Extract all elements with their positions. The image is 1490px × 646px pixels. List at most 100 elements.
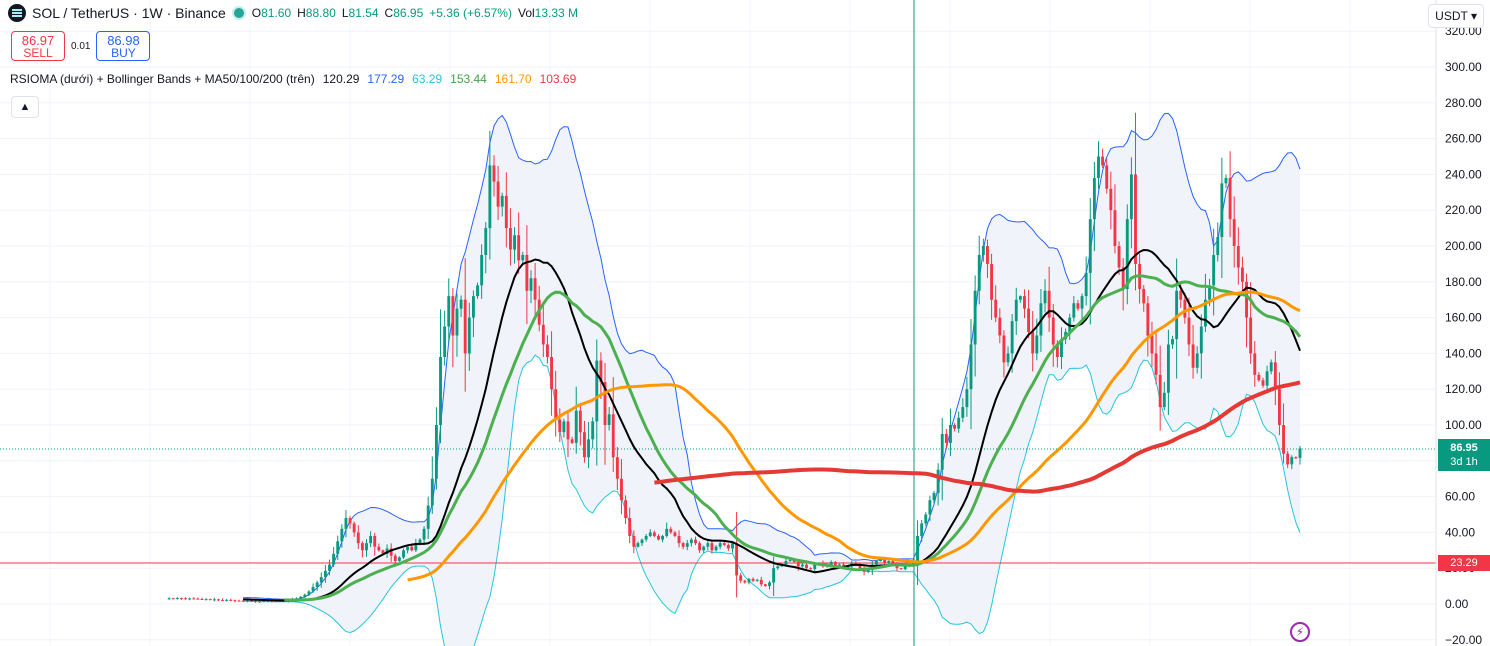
horizontal-line-value: 23.29 [1450, 557, 1478, 569]
candle-up [874, 561, 878, 565]
candle-down [1150, 335, 1154, 354]
candle-up [784, 561, 788, 565]
candle-up [829, 561, 833, 565]
bollinger-lower-line [243, 354, 1301, 646]
candle-down [1257, 374, 1261, 381]
candle-up [981, 246, 985, 255]
candle-down [895, 564, 899, 569]
chevron-down-icon: ▾ [1470, 9, 1477, 23]
candle-up [1216, 237, 1220, 255]
candle-up [1043, 290, 1047, 304]
candle-down [1253, 353, 1257, 375]
candle-down [533, 278, 537, 300]
candle-up [1220, 183, 1224, 238]
candle-up [973, 290, 977, 345]
candle-up [328, 564, 331, 571]
candle-up [471, 296, 475, 318]
candle-up [332, 553, 336, 565]
candle-up [204, 599, 208, 601]
candle-up [965, 389, 969, 408]
candle-down [360, 543, 364, 551]
indicator-legend[interactable]: RSIOMA (dưới) + Bollinger Bands + MA50/1… [10, 72, 576, 86]
candle-up [607, 414, 611, 425]
price-tick-label: −20.00 [1445, 633, 1482, 646]
chevron-up-icon: ▲ [19, 101, 31, 113]
candle-down [1002, 335, 1006, 363]
indicator-value: 161.70 [494, 72, 532, 86]
indicator-value: 153.44 [450, 72, 487, 86]
candle-up [640, 539, 644, 544]
candle-down [694, 539, 697, 544]
candle-down [1273, 362, 1277, 390]
candle-down [620, 478, 623, 501]
candle-up [1018, 296, 1022, 300]
candle-down [221, 600, 225, 602]
candle-down [550, 356, 553, 390]
candle-up [1212, 254, 1216, 286]
candle-up [406, 546, 410, 551]
candle-down [583, 432, 586, 458]
candle-down [669, 528, 673, 533]
candle-up [459, 299, 463, 309]
candle-up [1224, 177, 1228, 184]
currency-label: USDT [1435, 9, 1468, 23]
candle-down [352, 523, 356, 533]
buy-button[interactable]: 86.98 BUY [96, 31, 151, 61]
price-tick-label: 140.00 [1445, 346, 1482, 360]
price-tick-label: 100.00 [1445, 418, 1482, 432]
candle-up [443, 326, 447, 357]
candle-down [1134, 174, 1137, 264]
candle-up [961, 407, 965, 418]
price-tick-label: 200.00 [1445, 239, 1482, 253]
candle-up [422, 528, 426, 540]
bar-countdown: 3d 1h [1450, 456, 1478, 468]
candle-down [1117, 246, 1121, 268]
candle-down [348, 518, 352, 524]
candle-down [274, 601, 278, 603]
candle-down [377, 546, 381, 551]
candle-up [1125, 219, 1129, 289]
candle-up [311, 586, 315, 592]
candle-down [1187, 317, 1191, 345]
candle-up [685, 543, 689, 547]
price-tick-label: 240.00 [1445, 167, 1482, 181]
candle-up [1175, 290, 1179, 340]
ma100-line [407, 290, 1301, 582]
currency-select[interactable]: USDT ▾ [1428, 4, 1484, 28]
candle-up [476, 285, 479, 297]
candle-up [587, 439, 591, 458]
price-axis[interactable]: 320.00300.00280.00260.00240.00220.00200.… [1445, 24, 1482, 646]
candle-down [504, 195, 508, 229]
candle-up [307, 591, 311, 595]
candle-down [986, 246, 989, 264]
candle-up [455, 308, 459, 336]
candle-down [998, 317, 1002, 336]
symbol-title[interactable]: SOL / TetherUS · 1W · Binance [32, 5, 226, 21]
candle-down [1286, 453, 1290, 465]
candle-down [1105, 165, 1109, 189]
candle-up [336, 541, 340, 554]
candle-up [776, 566, 780, 569]
candle-down [373, 535, 377, 547]
lightning-icon[interactable]: ⚡ [1290, 622, 1310, 642]
spread-value: 0.01 [71, 40, 91, 52]
ma50-line [284, 274, 1302, 602]
candle-down [184, 598, 188, 600]
candle-down [381, 550, 385, 554]
candle-up [706, 543, 710, 547]
sell-button[interactable]: 86.97 SELL [11, 31, 65, 61]
candle-down [759, 579, 763, 585]
candle-down [698, 543, 702, 551]
candle-up [315, 582, 319, 587]
candle-down [722, 543, 726, 545]
candle-up [484, 228, 488, 255]
candle-up [1166, 344, 1170, 393]
candle-up [1080, 296, 1084, 309]
ohlc-value: 81.60 [261, 6, 292, 20]
ohlc-key: C [384, 6, 394, 20]
candle-down [192, 598, 196, 600]
candle-up [903, 566, 907, 570]
collapse-legend-button[interactable]: ▲ [11, 96, 39, 118]
candle-up [529, 278, 533, 291]
